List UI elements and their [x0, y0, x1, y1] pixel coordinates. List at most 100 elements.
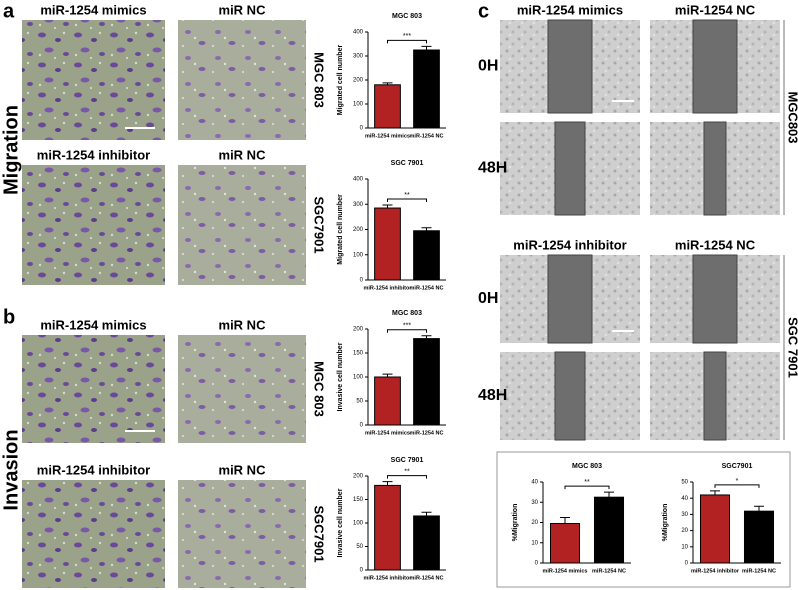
x-tick-label: miR-1254 mimics [543, 568, 588, 574]
error-bar [421, 45, 432, 50]
y-tick-label: 0 [360, 126, 364, 132]
y-axis-label: Invasive cell number [337, 342, 344, 411]
y-tick-label: 20 [681, 528, 688, 534]
y-tick-label: 20 [531, 520, 538, 526]
cell-line-label: SGC7901 [312, 196, 327, 253]
y-tick-label: 150 [353, 351, 364, 357]
y-tick-label: 50 [681, 480, 688, 486]
micrograph [178, 480, 306, 588]
wound-gap [703, 121, 727, 216]
micrograph [22, 335, 165, 443]
significance-bracket [564, 485, 610, 490]
x-tick-label: miR-1254 NC [592, 568, 626, 574]
y-tick-label: 300 [353, 202, 364, 208]
y-axis-label: Invasive cell number [337, 488, 344, 557]
micrograph [178, 165, 306, 285]
micrograph [22, 20, 165, 140]
time-label: 0H [478, 58, 498, 75]
bar [593, 496, 625, 564]
error-bar [754, 505, 764, 512]
wound-gap [554, 351, 586, 441]
y-tick-label: 0 [360, 568, 364, 574]
y-tick-label: 400 [353, 30, 364, 36]
chart-frame [496, 451, 791, 588]
y-tick-label: 100 [353, 521, 364, 527]
wound-gap [554, 121, 586, 216]
significance-label: * [736, 478, 739, 485]
y-tick-label: 10 [681, 544, 688, 550]
y-tick-label: 200 [353, 474, 364, 480]
bar [699, 494, 731, 564]
error-bar [382, 204, 393, 209]
significance-label: *** [403, 323, 411, 330]
cell-line-label: MGC 803 [312, 361, 327, 417]
error-bar [421, 227, 432, 231]
error-bar [382, 481, 393, 486]
image-caption: miR-1254 NC [675, 2, 756, 17]
y-tick-label: 100 [353, 102, 364, 108]
y-axis-label: %Migration [662, 504, 669, 542]
time-label: 0H [478, 290, 498, 307]
y-tick-label: 30 [531, 500, 538, 506]
y-tick-label: 400 [353, 177, 364, 183]
image-caption: miR NC [219, 317, 267, 332]
error-bar [710, 490, 720, 495]
y-tick-label: 200 [353, 227, 364, 233]
bar [413, 230, 440, 281]
time-label: 48H [478, 160, 507, 177]
bar [374, 207, 401, 281]
error-bar [560, 516, 570, 524]
significance-bracket [387, 475, 427, 479]
y-tick-label: 50 [356, 544, 363, 550]
chart-title: MGC 803 [392, 310, 422, 317]
bar [413, 515, 440, 571]
y-axis-label: Migrated cell number [337, 45, 344, 116]
y-tick-label: 30 [681, 512, 688, 518]
y-tick-label: 40 [681, 496, 688, 502]
error-bar [604, 491, 614, 498]
error-bar [421, 511, 432, 516]
panel-label: c [478, 0, 489, 22]
chart-title: SGC 7901 [391, 160, 424, 167]
cell-line-label: SGC7901 [312, 505, 327, 562]
bar [549, 523, 581, 564]
micrograph [22, 165, 165, 285]
image-caption: miR NC [219, 462, 267, 477]
image-caption: miR-1254 NC [675, 237, 756, 252]
image-caption: miR-1254 inhibitor [37, 147, 150, 162]
micrograph [22, 480, 165, 588]
wound-gap [547, 254, 593, 344]
image-caption: miR-1254 mimics [40, 2, 146, 17]
chart-title: MGC 803 [392, 13, 422, 20]
y-tick-label: 50 [356, 399, 363, 405]
x-tick-label: miR-1254 NC [742, 568, 776, 574]
significance-label: ** [404, 468, 410, 475]
bar [413, 49, 440, 129]
chart-title: SGC 7901 [391, 457, 424, 464]
wound-gap [703, 351, 727, 441]
error-bar [382, 82, 393, 85]
wound-gap [692, 19, 738, 114]
micrograph [178, 20, 306, 140]
x-tick-label: miR-1254 NC [410, 285, 444, 291]
y-tick-label: 0 [535, 561, 539, 567]
image-caption: miR-1254 mimics [517, 2, 623, 17]
x-tick-label: miR-1254 inhibitor [364, 285, 413, 291]
y-tick-label: 40 [531, 480, 538, 486]
significance-bracket [387, 39, 427, 44]
image-caption: miR NC [219, 2, 267, 17]
significance-label: *** [403, 33, 411, 40]
x-tick-label: miR-1254 mimics [365, 430, 410, 436]
y-tick-label: 200 [353, 327, 364, 333]
y-tick-label: 0 [360, 278, 364, 284]
cell-line-label: MGC803 [786, 91, 798, 143]
image-caption: miR-1254 inhibitor [513, 237, 626, 252]
y-axis-label: Migrated cell number [337, 194, 344, 265]
wound-gap [547, 19, 593, 114]
x-tick-label: miR-1254 inhibitor [691, 568, 740, 574]
significance-bracket [714, 484, 760, 488]
significance-bracket [387, 329, 427, 333]
image-caption: miR-1254 mimics [40, 317, 146, 332]
